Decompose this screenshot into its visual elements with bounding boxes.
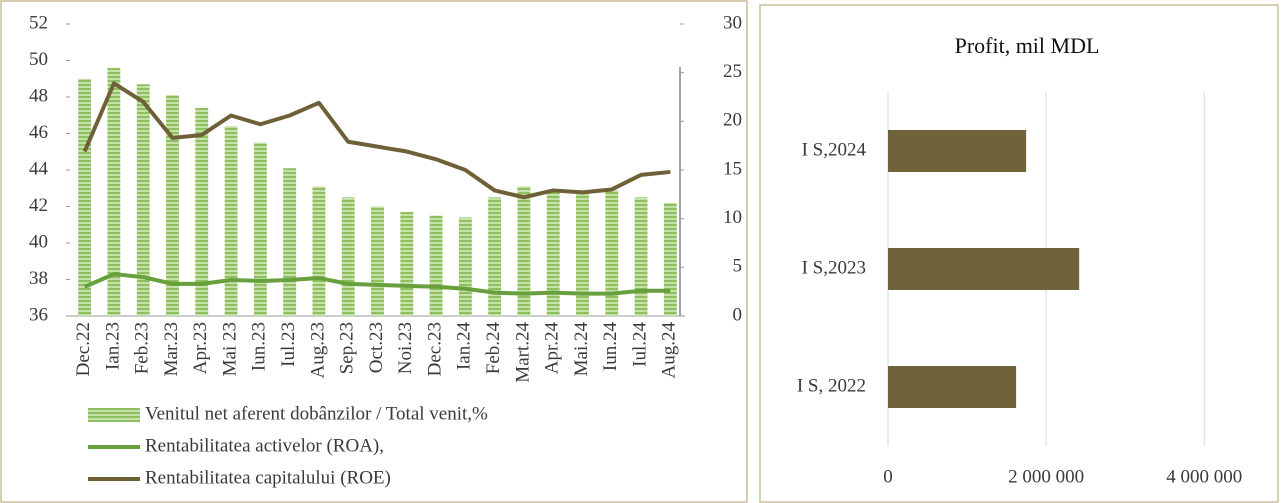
y-tick-label: 52: [29, 12, 48, 33]
y2-tick-label: 15: [723, 158, 742, 179]
legend-label: Rentabilitatea activelor (ROA),: [145, 435, 384, 456]
y-tick-label: 40: [29, 231, 48, 252]
y-tick-label: I S,2024: [802, 139, 867, 160]
x-tick-label: Oct.23: [366, 322, 387, 373]
bar: [458, 217, 472, 316]
bar: [400, 211, 414, 316]
legend-label: Venitul net aferent dobânzilor / Total v…: [145, 403, 488, 424]
y-tick-label: I S,2023: [802, 257, 866, 278]
x-tick-label: Noi.23: [395, 322, 416, 374]
bar: [371, 206, 384, 316]
bar: [576, 191, 589, 316]
y2-tick-label: 10: [723, 207, 742, 228]
bar: [166, 95, 179, 316]
bar: [546, 191, 560, 316]
x-tick-label: Feb.23: [132, 322, 153, 374]
bar: [634, 197, 648, 316]
x-tick-label: Iul.24: [629, 322, 650, 367]
y2-tick-label: 0: [733, 304, 743, 325]
bar: [517, 186, 531, 316]
x-tick-label: Iun.23: [249, 322, 270, 371]
bar: [663, 202, 677, 316]
bar: [253, 142, 267, 316]
y2-tick-label: 30: [723, 12, 742, 33]
x-tick-label: Ian.23: [102, 322, 123, 370]
x-tick-label: Feb.24: [483, 321, 504, 374]
left-panel: [0, 0, 748, 503]
y-tick-label: I S, 2022: [797, 375, 866, 396]
x-tick-label: Aug.23: [307, 322, 328, 378]
x-tick-label: Apr.24: [542, 322, 563, 375]
y-tick-label: 44: [29, 158, 49, 179]
y-tick-label: 38: [29, 268, 48, 289]
y2-tick-label: 5: [733, 256, 743, 277]
legend-swatch: [88, 408, 140, 422]
x-tick-label: Mar.23: [161, 322, 182, 376]
bar: [888, 130, 1027, 172]
x-tick-label: Apr.23: [190, 322, 211, 374]
x-tick-label: Aug.24: [659, 322, 680, 379]
y-tick-label: 50: [29, 49, 48, 70]
bar: [429, 215, 443, 316]
bar: [888, 248, 1080, 290]
right-panel: [759, 4, 1279, 503]
x-tick-label: Ian.24: [454, 322, 475, 371]
y2-tick-label: 25: [723, 61, 742, 82]
legend-label: Rentabilitatea capitalului (ROE): [145, 467, 391, 488]
bar: [605, 190, 619, 316]
y-tick-label: 42: [29, 195, 48, 216]
bar: [341, 197, 355, 316]
x-tick-label: Mart.24: [512, 322, 533, 383]
y2-tick-label: 20: [723, 110, 742, 131]
bar: [224, 126, 238, 316]
line: [83, 272, 671, 296]
y-tick-label: 36: [29, 304, 48, 325]
bar: [312, 186, 326, 316]
x-tick-label: 2 000 000: [1008, 466, 1084, 487]
x-tick-label: Iul.23: [278, 322, 299, 367]
x-tick-label: 4 000 000: [1166, 466, 1242, 487]
x-tick-label: Dec.23: [424, 322, 445, 376]
y-tick-label: 46: [29, 122, 48, 143]
chart-title: Profit, mil MDL: [955, 33, 1100, 58]
bar: [195, 107, 209, 316]
bar: [107, 67, 121, 316]
bar: [283, 168, 297, 316]
x-tick-label: Mai.24: [571, 322, 592, 377]
x-tick-label: Sep.23: [337, 322, 358, 374]
bar: [78, 78, 92, 316]
bar: [488, 197, 502, 316]
x-tick-label: Mai 23: [219, 322, 240, 376]
x-tick-label: 0: [883, 466, 893, 487]
y-tick-label: 48: [29, 85, 48, 106]
bar: [888, 366, 1017, 408]
line: [82, 81, 671, 200]
x-tick-label: Iun.24: [600, 322, 621, 372]
x-tick-label: Dec.22: [73, 322, 94, 376]
bar: [136, 84, 150, 316]
